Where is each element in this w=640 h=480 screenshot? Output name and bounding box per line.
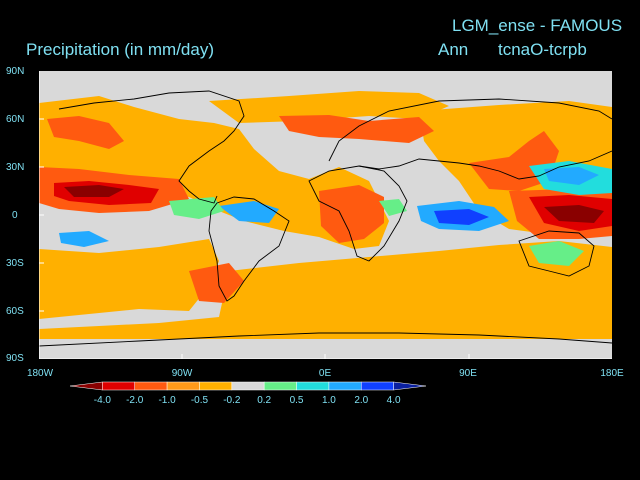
experiment-label: tcnaO-tcrpb <box>498 40 587 59</box>
colorbar-boxes <box>69 381 427 391</box>
green-region-australia <box>529 241 584 266</box>
colorbar-box <box>263 381 297 391</box>
colorbar-label: 2.0 <box>354 395 369 406</box>
orange-region-south-pacific <box>39 239 219 319</box>
colorbar-box <box>134 381 168 391</box>
coastline-eurasia <box>328 98 612 180</box>
lat-label-30n: 30N <box>6 162 25 173</box>
colorbar-label: 0.5 <box>289 395 304 406</box>
precipitation-map <box>39 71 612 359</box>
colorbar-label: -1.0 <box>158 395 176 406</box>
blue-region-south-america <box>219 201 279 223</box>
colorbar-box <box>296 381 330 391</box>
orange-region-north-atlantic <box>209 91 449 123</box>
red-region-tropical-atlantic <box>319 185 384 243</box>
lat-label-60s: 60S <box>6 306 24 317</box>
lon-label-90e: 90E <box>459 368 477 379</box>
colorbar-box <box>102 381 135 391</box>
colorbar-label: 0.2 <box>257 395 272 406</box>
run-title: LGM_ense - FAMOUS <box>452 16 623 35</box>
coastline-antarctica <box>39 332 612 347</box>
red-region-north-pacific <box>47 116 124 149</box>
colorbar-label: -0.2 <box>223 395 241 406</box>
variable-title: Precipitation (in mm/day) <box>26 40 215 59</box>
darkblue-region-indian-ocean <box>434 209 489 225</box>
blue-region-west-pacific <box>544 167 599 185</box>
colorbar-box <box>166 381 200 391</box>
field-layer <box>39 91 612 339</box>
colorbar-box <box>199 381 233 391</box>
lat-label-30s: 30S <box>6 258 24 269</box>
colorbar-box <box>361 381 394 391</box>
lat-label-equator: 0 <box>12 210 18 221</box>
coastlines <box>39 90 612 347</box>
lat-label-90n: 90N <box>6 66 25 77</box>
green-region-east-pacific <box>169 197 224 219</box>
colorbar-label: -4.0 <box>93 395 111 406</box>
colorbar-box <box>328 381 362 391</box>
colorbar-box <box>69 381 103 391</box>
lon-label-180e: 180E <box>600 368 624 379</box>
lon-label-180w: 180W <box>26 368 54 379</box>
green-region-africa <box>379 199 407 216</box>
colorbar-box <box>231 381 265 391</box>
red-region-north-atlantic <box>279 115 434 143</box>
colorbar-box <box>393 381 427 391</box>
red-region-southeast-pacific <box>189 263 244 303</box>
coastline-south-america <box>208 196 290 302</box>
coastline-north-america <box>58 90 245 204</box>
orange-region-atlantic-pacific <box>39 96 389 249</box>
colorbar-label: 1.0 <box>321 395 336 406</box>
season-label: Ann <box>438 40 469 59</box>
colorbar-label: 4.0 <box>386 395 401 406</box>
lon-label-90w: 90W <box>171 368 193 379</box>
orange-region-southern-ocean <box>39 241 612 339</box>
lon-label-0e: 0E <box>318 368 332 379</box>
lat-label-60n: 60N <box>6 114 25 125</box>
deepred-region-core <box>544 205 604 223</box>
map-ticks <box>39 71 612 359</box>
lat-label-90s: 90S <box>6 353 24 364</box>
colorbar-label: -2.0 <box>126 395 144 406</box>
colorbar <box>69 381 427 391</box>
blue-region-south-pacific <box>59 231 109 247</box>
deepred-region-pacific-core <box>64 185 124 197</box>
coastline-australia <box>518 230 595 277</box>
colorbar-label: -0.5 <box>190 395 209 406</box>
